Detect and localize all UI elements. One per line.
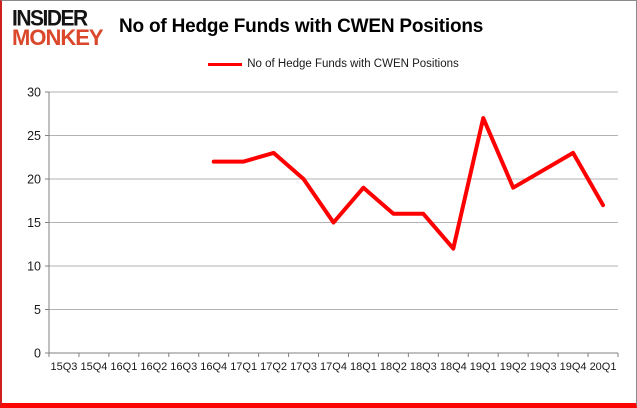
x-axis-label: 16Q3 (170, 361, 197, 373)
x-axis-label: 15Q4 (80, 361, 107, 373)
chart-title: No of Hedge Funds with CWEN Positions (119, 16, 484, 37)
legend-label: No of Hedge Funds with CWEN Positions (247, 58, 459, 70)
x-axis-label: 16Q4 (200, 361, 227, 373)
y-axis-label: 15 (27, 216, 41, 230)
x-axis-label: 18Q3 (410, 361, 437, 373)
y-axis-label: 20 (27, 173, 41, 187)
legend: No of Hedge Funds with CWEN Positions (49, 58, 618, 70)
x-axis-label: 18Q4 (440, 361, 467, 373)
x-axis-label: 16Q2 (140, 361, 167, 373)
x-axis-label: 18Q2 (380, 361, 407, 373)
series-line (211, 116, 606, 251)
x-axis-label: 19Q3 (530, 361, 557, 373)
logo-text-insider: INSIDER (12, 6, 88, 31)
y-axis-label: 5 (34, 303, 41, 317)
x-axis-label: 20Q1 (590, 361, 617, 373)
insider-monkey-logo: INSIDER MONKEY (12, 6, 104, 50)
x-axis-label: 19Q1 (470, 361, 497, 373)
legend-line-swatch (208, 62, 243, 66)
y-axis-label: 0 (34, 347, 41, 361)
logo-text-monkey: MONKEY (12, 25, 104, 50)
x-axis-label: 17Q3 (290, 361, 317, 373)
x-axis-label: 17Q4 (320, 361, 347, 373)
y-axis-label: 30 (27, 86, 41, 100)
y-axis-label: 10 (27, 260, 41, 274)
x-axis-label: 18Q1 (350, 361, 377, 373)
x-axis-label: 17Q1 (230, 361, 257, 373)
x-axis-label: 17Q2 (260, 361, 287, 373)
x-axis-label: 19Q2 (500, 361, 527, 373)
x-axis-label: 19Q4 (560, 361, 587, 373)
x-axis-label: 15Q3 (51, 361, 78, 373)
x-axis-label: 16Q1 (110, 361, 137, 373)
y-axis-label: 25 (27, 129, 41, 143)
